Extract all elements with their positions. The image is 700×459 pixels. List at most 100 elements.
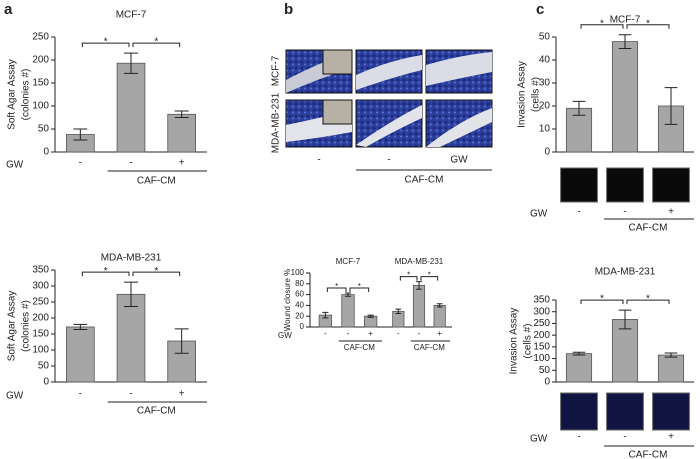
error-bar [572,100,586,116]
significance-label: * [646,294,650,305]
panel-label: a [4,1,13,18]
y-tick-label: 60 [295,290,304,299]
y-axis-label: (cells #) [531,77,542,112]
category-label: + [668,432,674,443]
invasion-image [652,392,690,431]
significance-bracket [626,299,670,305]
significance-bracket [626,24,670,29]
y-tick-label: 100 [533,353,550,364]
error-bar [367,314,374,318]
invasion-image [606,392,644,431]
significance-bracket [399,276,418,281]
group-label: CAF-CM [137,406,176,417]
error-bar [664,352,678,358]
category-label: - [418,329,421,338]
chart-title: MCF-7 [610,15,641,26]
wound [356,105,422,147]
category-label: - [79,158,82,169]
y-tick-label: 150 [32,329,49,340]
category-label: + [179,389,185,400]
y-axis-label: Invasion Assay [509,308,520,375]
y-tick-label: 300 [32,281,49,292]
inset [322,49,353,75]
row-label: GW [530,434,548,445]
category-label: - [324,329,327,338]
significance-bracket [326,287,347,292]
significance-label: * [428,271,431,280]
category-label: - [623,207,626,218]
y-tick-label: 150 [32,78,49,89]
y-tick-label: 50 [38,124,50,135]
chart: 0 50 100 150 200 250 Soft Agar Assay (colonies … [6,10,207,187]
group-label: CAF-CM [629,223,668,234]
wound [356,55,422,90]
error-bar [73,323,88,331]
y-tick-label: 40 [295,301,304,310]
invasion-image [560,392,598,431]
condition-label: - [387,155,390,166]
category-label: - [577,207,580,218]
significance-bracket [349,287,370,292]
significance-label: * [600,18,604,29]
y-axis-label: Invasion Assay [517,61,528,128]
y-tick-label: 20 [539,101,551,112]
chart-title: MDA-MB-231 [101,253,162,264]
bar [66,326,95,383]
y-tick-label: 350 [533,295,550,306]
error-bar [124,281,138,307]
invasion-image [652,167,690,203]
y-axis-label: (colonies #) [21,69,32,121]
y-tick-label: 0 [544,147,550,158]
category-label: - [129,158,132,169]
invasion-image [606,167,644,203]
y-tick-label: 300 [533,306,550,317]
y-tick-label: 0 [43,147,49,158]
category-label: - [623,432,626,443]
condition-label: GW [450,155,468,166]
panel-label: c [536,1,544,18]
chart: 0 10 20 30 40 50 Invasion Assay (cells #) GW MCF-… [517,15,694,234]
y-tick-label: 350 [32,265,49,276]
error-bar [618,34,632,49]
bar [412,285,426,328]
y-tick-label: 100 [291,268,305,277]
row-label: MCF-7 [271,55,282,86]
error-bar [174,328,189,354]
significance-label: * [335,282,338,291]
row-label: GW [6,391,24,402]
y-axis-label: (colonies #) [21,300,32,352]
significance-bracket [420,276,439,281]
wound [426,52,492,86]
error-bar [664,87,678,125]
y-tick-label: 50 [38,361,50,372]
y-tick-label: 80 [295,279,304,288]
invasion-image [560,167,598,203]
error-bar [174,110,189,118]
row-label: MDA-MB-231 [271,92,282,153]
y-tick-label: 200 [32,55,49,66]
category-label: + [368,329,373,338]
category-label: - [347,329,350,338]
group-title: MCF-7 [336,257,361,266]
error-bar [344,292,352,297]
error-bar [416,281,422,290]
y-tick-label: 250 [32,297,49,308]
bar [565,353,593,383]
bar [611,319,639,383]
error-bar [618,309,632,330]
y-tick-label: 0 [43,377,49,388]
y-tick-label: 10 [539,124,551,135]
chart: 0 50 100 150 200 250 300 350 Soft Agar Assay (col… [6,253,207,417]
chart-title: MDA-MB-231 [595,267,656,278]
group-label: CAF-CM [405,175,444,186]
row-label: GW [530,209,548,220]
y-tick-label: 200 [32,313,49,324]
bar [611,41,639,153]
bar [167,113,197,153]
error-bar [322,311,329,319]
y-axis-label: (cells #) [523,323,534,358]
y-tick-label: 40 [539,55,551,66]
